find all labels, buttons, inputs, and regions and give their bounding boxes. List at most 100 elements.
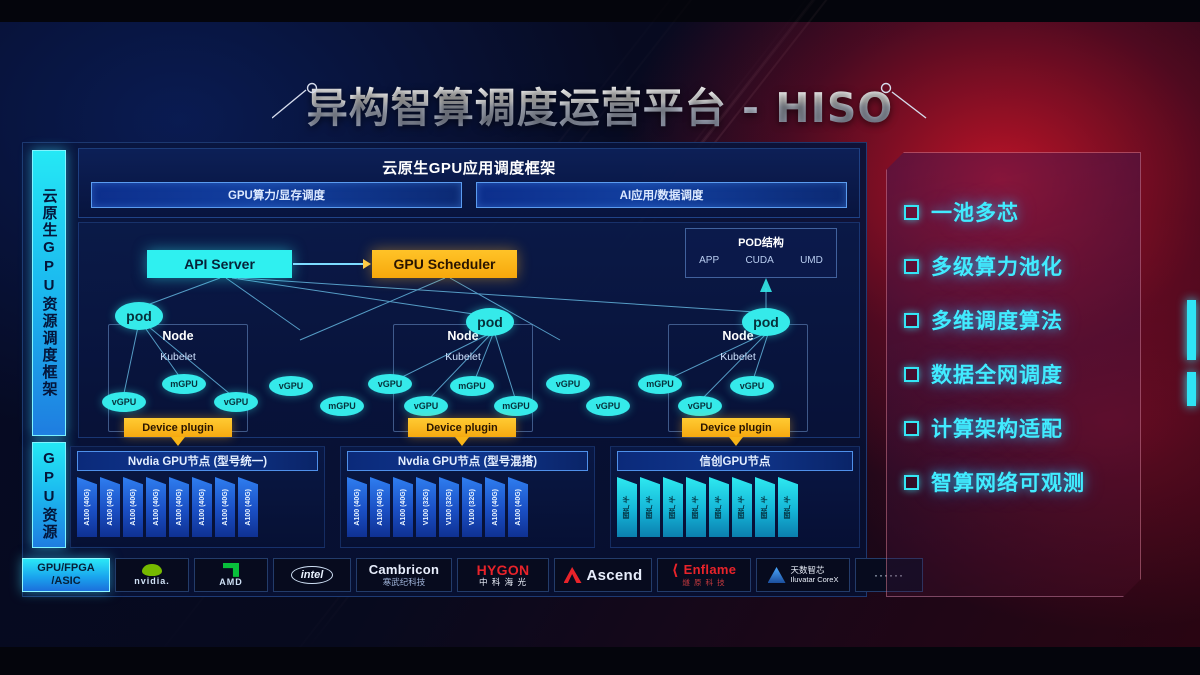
vgpu-ellipse[interactable]: vGPU <box>586 396 630 416</box>
gpu-card[interactable]: A100 (40G) <box>215 477 235 537</box>
gpu-card[interactable]: 国产 卡 <box>686 477 706 537</box>
pod-structure-card: POD结构 APP CUDA UMD <box>685 228 837 278</box>
gpu-card[interactable]: V100 (32G) <box>439 477 459 537</box>
enflame-logo-icon: ⟨ <box>671 562 679 580</box>
vgpu-ellipse[interactable]: vGPU <box>368 374 412 394</box>
mgpu-ellipse[interactable]: mGPU <box>638 374 682 394</box>
feature-label: 计算架构适配 <box>931 418 1063 441</box>
feature-item-1[interactable]: 一池多芯 <box>904 185 1144 239</box>
vendor-enflame-label: Enflame <box>683 562 737 578</box>
rack-title: Nvdia GPU节点 (型号混搭) <box>347 451 588 471</box>
vgpu-ellipse[interactable]: vGPU <box>102 392 146 412</box>
iluvatar-logo-icon <box>767 566 786 583</box>
vendor-more[interactable]: ······ <box>855 558 923 592</box>
gpu-card-label: A100 (40G) <box>129 488 137 526</box>
vendor-cambricon[interactable]: Cambricon 寒武纪科技 <box>356 558 452 592</box>
gpu-card-label: A100 (40G) <box>514 488 522 526</box>
vgpu-ellipse[interactable]: vGPU <box>730 376 774 396</box>
vendor-ascend-label: Ascend <box>586 566 643 584</box>
gpu-card[interactable]: 国产 卡 <box>709 477 729 537</box>
gpu-card[interactable]: A100 (40G) <box>100 477 120 537</box>
gpu-card[interactable]: A100 (40G) <box>238 477 258 537</box>
scheduling-framework-section: 云原生GPU应用调度框架 GPU算力/显存调度 AI应用/数据调度 <box>78 148 860 218</box>
feature-item-5[interactable]: 计算架构适配 <box>904 401 1144 455</box>
device-plugin-2[interactable]: Device plugin <box>408 418 516 437</box>
gpu-card[interactable]: 国产 卡 <box>755 477 775 537</box>
gpu-card-label: 国产 卡 <box>715 495 722 519</box>
section-title: 云原生GPU应用调度框架 <box>382 160 556 177</box>
rail-label-gpu-resource: GPU资源 <box>32 442 66 548</box>
gpu-card-label: A100 (40G) <box>244 488 252 526</box>
title-left-decoration <box>272 82 318 119</box>
mgpu-ellipse[interactable]: mGPU <box>450 376 494 396</box>
vgpu-ellipse[interactable]: vGPU <box>269 376 313 396</box>
device-plugin-3[interactable]: Device plugin <box>682 418 790 437</box>
gpu-card[interactable]: 国产 卡 <box>778 477 798 537</box>
feature-item-3[interactable]: 多维调度算法 <box>904 293 1144 347</box>
gpu-card-group: A100 (40G) A100 (40G) A100 (40G) A100 (40G)… <box>77 477 258 537</box>
feature-label: 智算网络可观测 <box>931 472 1085 495</box>
gpu-card[interactable]: 国产 卡 <box>663 477 683 537</box>
vendor-ascend[interactable]: Ascend <box>554 558 652 592</box>
capability-bar-compute[interactable]: GPU算力/显存调度 <box>91 182 462 208</box>
panel-accent-bottom <box>1187 372 1196 406</box>
gpu-card[interactable]: A100 (40G) <box>347 477 367 537</box>
gpu-card-label: V100 (32G) <box>422 488 430 526</box>
gpu-card[interactable]: A100 (40G) <box>508 477 528 537</box>
gpu-card-label: A100 (40G) <box>83 488 91 526</box>
gpu-card[interactable]: A100 (40G) <box>146 477 166 537</box>
gpu-card[interactable]: A100 (40G) <box>485 477 505 537</box>
mgpu-ellipse[interactable]: mGPU <box>494 396 538 416</box>
mgpu-ellipse[interactable]: mGPU <box>162 374 206 394</box>
gpu-card-label: 国产 卡 <box>669 495 676 519</box>
device-plugin-1[interactable]: Device plugin <box>124 418 232 437</box>
vgpu-ellipse[interactable]: vGPU <box>678 396 722 416</box>
capability-bar-ai[interactable]: AI应用/数据调度 <box>476 182 847 208</box>
vgpu-ellipse[interactable]: vGPU <box>214 392 258 412</box>
gpu-card[interactable]: A100 (40G) <box>77 477 97 537</box>
vgpu-ellipse[interactable]: vGPU <box>546 374 590 394</box>
gpu-scheduler-node[interactable]: GPU Scheduler <box>372 250 517 278</box>
gpu-card[interactable]: A100 (40G) <box>123 477 143 537</box>
node-title: Node <box>447 329 479 343</box>
vgpu-ellipse[interactable]: vGPU <box>404 396 448 416</box>
gpu-card[interactable]: A100 (40G) <box>370 477 390 537</box>
gpu-card-label: 国产 卡 <box>761 495 768 519</box>
gpu-card-group: 国产 卡 国产 卡 国产 卡 国产 卡 国产 卡 国产 卡 国产 卡 国产 卡 <box>617 477 798 537</box>
device-plugin-arrow-1 <box>171 437 185 446</box>
gpu-rack-2: Nvdia GPU节点 (型号混搭) A100 (40G) A100 (40G) A… <box>340 446 595 548</box>
gpu-card[interactable]: 国产 卡 <box>640 477 660 537</box>
vendor-iluvatar-sublabel: Iluvatar CoreX <box>790 574 839 584</box>
vendor-iluvatar[interactable]: 天数智芯 Iluvatar CoreX <box>756 558 850 592</box>
nvidia-logo-icon <box>141 563 162 576</box>
vendor-amd-label: AMD <box>219 576 243 587</box>
gpu-card[interactable]: V100 (32G) <box>416 477 436 537</box>
pod-ellipse-3[interactable]: pod <box>742 308 790 336</box>
gpu-card[interactable]: 国产 卡 <box>617 477 637 537</box>
intel-logo-label: intel <box>290 566 334 584</box>
gpu-card[interactable]: A100 (40G) <box>192 477 212 537</box>
gpu-card-label: 国产 卡 <box>646 495 653 519</box>
pod-ellipse-1[interactable]: pod <box>115 302 163 330</box>
bottom-letterbox <box>0 647 1200 675</box>
gpu-card[interactable]: 国产 卡 <box>732 477 752 537</box>
vendor-hygon[interactable]: HYGON 中 科 海 光 <box>457 558 549 592</box>
mgpu-ellipse[interactable]: mGPU <box>320 396 364 416</box>
feature-item-6[interactable]: 智算网络可观测 <box>904 455 1144 509</box>
gpu-card[interactable]: A100 (40G) <box>169 477 189 537</box>
vendor-intel[interactable]: intel <box>273 558 351 592</box>
vendor-enflame[interactable]: ⟨ Enflame 燧 原 科 技 <box>657 558 751 592</box>
vendor-amd[interactable]: AMD <box>194 558 268 592</box>
gpu-card[interactable]: V100 (32G) <box>462 477 482 537</box>
checkbox-icon <box>904 420 919 436</box>
feature-item-2[interactable]: 多级算力池化 <box>904 239 1144 293</box>
pod-ellipse-2[interactable]: pod <box>466 308 514 336</box>
vendor-nvidia[interactable]: nvidia. <box>115 558 189 592</box>
api-server-node[interactable]: API Server <box>147 250 292 278</box>
pod-layer-app: APP <box>699 255 720 266</box>
gpu-card[interactable]: A100 (40G) <box>393 477 413 537</box>
vendor-cambricon-sublabel: 寒武纪科技 <box>382 576 426 587</box>
vendor-label-line2: /ASIC <box>51 575 81 587</box>
device-plugin-arrow-2 <box>455 437 469 446</box>
feature-item-4[interactable]: 数据全网调度 <box>904 347 1144 401</box>
